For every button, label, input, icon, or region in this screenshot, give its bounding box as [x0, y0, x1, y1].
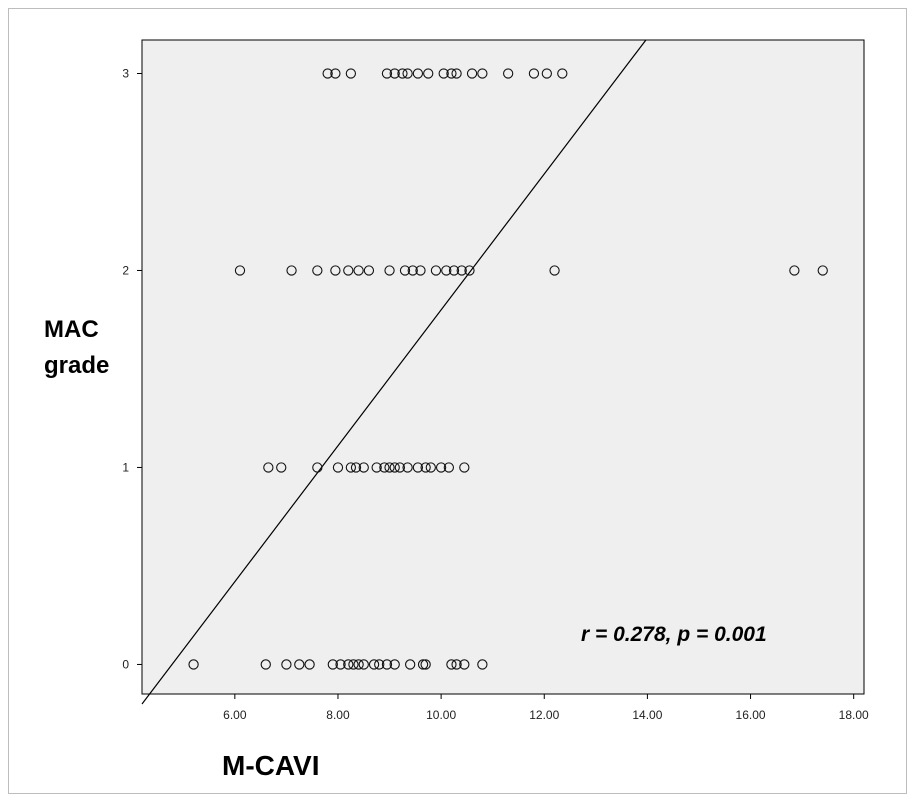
- data-point: [402, 462, 413, 473]
- data-point: [384, 265, 395, 276]
- data-point: [389, 462, 400, 473]
- data-point: [345, 462, 357, 473]
- x-tick-label: 6.00: [223, 708, 247, 722]
- data-point: [423, 68, 434, 79]
- data-point: [459, 659, 470, 670]
- data-point: [420, 659, 431, 670]
- y-tick-label: 1: [122, 460, 129, 474]
- data-point: [294, 659, 305, 670]
- data-point: [817, 265, 828, 276]
- data-point: [464, 265, 475, 276]
- y-tick-label: 0: [122, 657, 129, 671]
- data-point: [381, 659, 393, 670]
- data-point: [438, 68, 449, 79]
- data-point: [412, 68, 424, 79]
- data-point: [446, 659, 457, 670]
- data-point: [348, 659, 359, 670]
- data-point: [456, 265, 467, 276]
- data-point: [374, 659, 385, 670]
- y-tick-label: 3: [122, 66, 129, 80]
- data-point: [304, 659, 315, 670]
- data-point: [448, 265, 460, 276]
- data-point: [312, 265, 323, 276]
- data-point: [541, 68, 552, 79]
- data-point: [379, 462, 390, 473]
- data-point: [276, 462, 287, 473]
- data-point: [477, 659, 488, 670]
- data-point: [389, 68, 400, 79]
- data-point: [417, 659, 429, 670]
- data-point: [451, 659, 462, 670]
- data-point: [234, 265, 246, 276]
- data-point: [528, 68, 540, 79]
- data-point: [394, 462, 406, 473]
- data-point: [397, 68, 408, 79]
- data-point: [446, 68, 457, 79]
- data-point: [407, 265, 418, 276]
- data-point: [358, 462, 369, 473]
- data-point: [322, 68, 333, 79]
- data-point: [353, 265, 364, 276]
- data-point: [451, 68, 462, 79]
- data-point: [343, 265, 354, 276]
- data-point: [477, 68, 488, 79]
- data-point: [188, 659, 199, 670]
- data-point: [399, 265, 411, 276]
- x-tick-label: 16.00: [736, 708, 766, 722]
- data-point: [412, 462, 424, 473]
- data-point: [345, 68, 357, 79]
- data-point: [371, 462, 382, 473]
- data-point: [402, 68, 413, 79]
- data-point: [425, 462, 436, 473]
- data-point: [549, 265, 560, 276]
- data-point: [343, 659, 354, 670]
- data-point: [358, 659, 369, 670]
- y-tick-label: 2: [122, 263, 129, 277]
- data-point: [415, 265, 426, 276]
- data-point: [503, 68, 514, 79]
- data-point: [466, 68, 478, 79]
- data-point: [420, 462, 431, 473]
- data-point: [381, 68, 393, 79]
- x-tick-label: 18.00: [839, 708, 869, 722]
- data-point: [459, 462, 470, 473]
- data-point: [441, 265, 452, 276]
- data-point: [405, 659, 416, 670]
- data-point: [312, 462, 323, 473]
- data-point: [260, 659, 271, 670]
- data-point: [281, 659, 292, 670]
- data-point: [430, 265, 442, 276]
- data-point: [332, 462, 344, 473]
- y-axis-label-line2: grade: [44, 352, 110, 379]
- data-point: [330, 68, 341, 79]
- y-axis-label-line1: MAC: [44, 316, 99, 343]
- x-tick-label: 14.00: [632, 708, 662, 722]
- axis-ticks: 6.00 8.00 10.00 12.00 14.00 16.00 18.00 0 1 2 3: [122, 66, 869, 722]
- data-point: [443, 462, 454, 473]
- data-point: [327, 659, 338, 670]
- y-axis-label: MAC grade: [44, 312, 109, 384]
- data-point: [368, 659, 380, 670]
- correlation-annotation: r = 0.278, p = 0.001: [581, 623, 767, 646]
- data-point: [330, 265, 341, 276]
- data-point: [557, 68, 568, 79]
- data-point: [363, 265, 375, 276]
- data-point: [384, 462, 395, 473]
- x-tick-label: 8.00: [326, 708, 350, 722]
- data-point: [353, 659, 364, 670]
- data-point: [263, 462, 274, 473]
- data-point: [789, 265, 800, 276]
- x-axis-label: M-CAVI: [222, 750, 320, 781]
- data-point: [435, 462, 447, 473]
- plot-area: [141, 39, 865, 695]
- data-point: [389, 659, 400, 670]
- data-point: [350, 462, 362, 473]
- data-points: [188, 68, 828, 670]
- x-tick-label: 10.00: [426, 708, 456, 722]
- regression-line: [141, 39, 647, 705]
- data-point: [286, 265, 297, 276]
- data-point: [335, 659, 346, 670]
- x-tick-label: 12.00: [529, 708, 559, 722]
